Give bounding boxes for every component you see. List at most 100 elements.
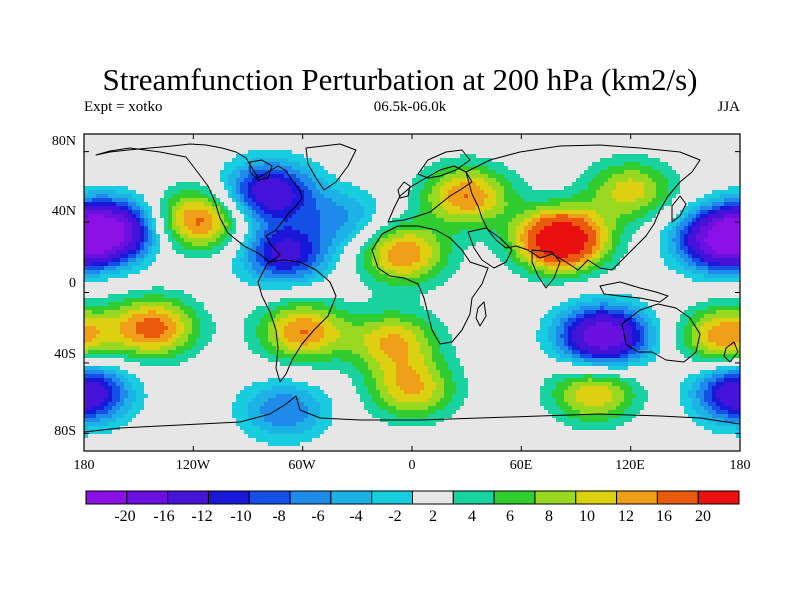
field-cell	[612, 174, 617, 179]
field-cell	[448, 206, 453, 211]
field-cell	[496, 166, 501, 171]
field-cell	[368, 222, 373, 227]
field-cell	[524, 150, 529, 155]
field-cell	[576, 218, 581, 223]
field-cell	[704, 142, 709, 147]
field-cell	[200, 154, 205, 159]
field-cell	[560, 134, 565, 139]
field-cell	[100, 230, 105, 235]
field-cell	[616, 190, 621, 195]
field-cell	[140, 234, 145, 239]
field-cell	[488, 222, 493, 227]
field-cell	[552, 218, 557, 223]
field-cell	[280, 182, 285, 187]
field-cell	[700, 202, 705, 207]
field-cell	[200, 186, 205, 191]
field-cell	[240, 246, 245, 251]
field-cell	[108, 142, 113, 147]
field-cell	[356, 250, 361, 255]
field-cell	[620, 190, 625, 195]
field-cell	[576, 202, 581, 207]
field-cell	[92, 250, 97, 255]
field-cell	[364, 226, 369, 231]
field-cell	[672, 194, 677, 199]
field-cell	[388, 166, 393, 171]
field-cell	[556, 190, 561, 195]
field-cell	[372, 150, 377, 155]
field-cell	[724, 158, 729, 163]
field-cell	[724, 222, 729, 227]
field-cell	[268, 146, 273, 151]
field-cell	[252, 142, 257, 147]
field-cell	[512, 250, 517, 255]
field-cell	[148, 186, 153, 191]
field-cell	[580, 170, 585, 175]
field-cell	[580, 142, 585, 147]
field-cell	[312, 222, 317, 227]
field-cell	[400, 146, 405, 151]
field-cell	[344, 230, 349, 235]
field-cell	[308, 194, 313, 199]
field-cell	[632, 238, 637, 243]
field-cell	[520, 210, 525, 215]
field-cell	[448, 182, 453, 187]
field-cell	[512, 154, 517, 159]
field-cell	[336, 198, 341, 203]
field-cell	[464, 222, 469, 227]
field-cell	[164, 154, 169, 159]
field-cell	[212, 166, 217, 171]
field-cell	[580, 146, 585, 151]
field-cell	[84, 234, 89, 239]
field-cell	[388, 194, 393, 199]
field-cell	[600, 210, 605, 215]
field-cell	[224, 202, 229, 207]
field-cell	[200, 206, 205, 211]
field-cell	[436, 226, 441, 231]
field-cell	[620, 194, 625, 199]
field-cell	[336, 206, 341, 211]
field-cell	[340, 154, 345, 159]
field-cell	[568, 170, 573, 175]
field-cell	[516, 190, 521, 195]
field-cell	[724, 182, 729, 187]
field-cell	[428, 162, 433, 167]
field-cell	[332, 162, 337, 167]
field-cell	[724, 190, 729, 195]
field-cell	[344, 158, 349, 163]
field-cell	[640, 190, 645, 195]
field-cell	[468, 154, 473, 159]
field-cell	[664, 230, 669, 235]
field-cell	[720, 226, 725, 231]
field-cell	[136, 254, 141, 259]
field-cell	[532, 194, 537, 199]
field-cell	[588, 182, 593, 187]
field-cell	[616, 134, 621, 139]
field-cell	[240, 158, 245, 163]
field-cell	[392, 146, 397, 151]
field-cell	[592, 202, 597, 207]
field-cell	[728, 146, 733, 151]
field-cell	[352, 150, 357, 155]
field-cell	[404, 210, 409, 215]
field-cell	[124, 254, 129, 259]
field-cell	[556, 162, 561, 167]
field-cell	[696, 246, 701, 251]
field-cell	[92, 154, 97, 159]
field-cell	[260, 238, 265, 243]
field-cell	[732, 190, 737, 195]
field-cell	[364, 242, 369, 247]
field-cell	[344, 182, 349, 187]
field-cell	[500, 158, 505, 163]
field-cell	[372, 138, 377, 143]
field-cell	[388, 134, 393, 139]
field-cell	[424, 138, 429, 143]
field-cell	[468, 222, 473, 227]
field-cell	[112, 158, 117, 163]
field-cell	[360, 218, 365, 223]
field-cell	[496, 198, 501, 203]
field-cell	[320, 190, 325, 195]
field-cell	[368, 182, 373, 187]
field-cell	[724, 250, 729, 255]
field-cell	[164, 190, 169, 195]
field-cell	[180, 206, 185, 211]
